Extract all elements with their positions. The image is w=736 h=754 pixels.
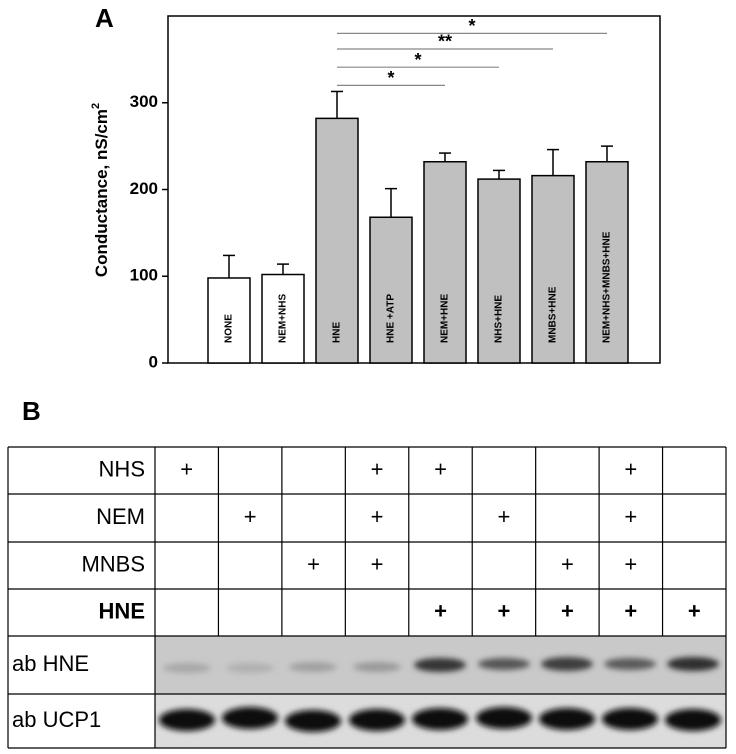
panel-label: A bbox=[95, 3, 114, 33]
cell-mark: + bbox=[244, 504, 257, 529]
y-tick-label: 100 bbox=[130, 266, 158, 285]
blot-bands bbox=[159, 657, 721, 732]
bar-label: NEM+NHS+MNBS+HNE bbox=[602, 231, 613, 343]
cell-mark: + bbox=[561, 551, 574, 576]
blot-band bbox=[414, 658, 466, 672]
bar bbox=[477, 178, 521, 364]
blot-label: ab HNE bbox=[12, 651, 89, 676]
blot-band bbox=[412, 708, 468, 730]
row-label: NHS bbox=[99, 456, 145, 481]
bar bbox=[369, 216, 413, 364]
significance-label: ** bbox=[438, 32, 452, 52]
cell-mark: + bbox=[371, 456, 384, 481]
blot-band bbox=[602, 708, 658, 730]
blot-band bbox=[222, 707, 278, 729]
cell-mark: + bbox=[371, 551, 384, 576]
y-tick-label: 300 bbox=[130, 92, 158, 111]
y-axis-label-sup: 2 bbox=[90, 103, 102, 109]
cell-mark: + bbox=[434, 598, 447, 623]
y-axis-label: Conductance, nS/cm2 bbox=[90, 103, 112, 277]
bar-label: NONE bbox=[224, 314, 235, 343]
blot-label: ab UCP1 bbox=[12, 707, 101, 732]
blot-band bbox=[476, 707, 532, 729]
blot-band bbox=[226, 663, 274, 673]
bar-label: NEM+NHS bbox=[278, 293, 289, 343]
row-label: MNBS bbox=[81, 551, 145, 576]
significance-label: * bbox=[414, 50, 421, 70]
cell-mark: + bbox=[561, 598, 574, 623]
bar bbox=[315, 117, 359, 364]
bar-label: NHS+HNE bbox=[494, 295, 505, 343]
blot-band bbox=[159, 709, 215, 731]
cell-mark: + bbox=[624, 504, 637, 529]
y-tick-label: 0 bbox=[149, 352, 158, 371]
cell-mark: + bbox=[498, 504, 511, 529]
cell-mark: + bbox=[624, 551, 637, 576]
panel-label: B bbox=[22, 396, 41, 426]
bar bbox=[531, 174, 575, 364]
cell-mark: + bbox=[180, 456, 193, 481]
blot-band bbox=[349, 709, 405, 731]
bar bbox=[261, 273, 305, 364]
blot-band bbox=[539, 708, 595, 730]
cell-mark: + bbox=[434, 456, 447, 481]
cell-mark: + bbox=[498, 598, 511, 623]
blot-image bbox=[155, 636, 726, 748]
row-label: HNE bbox=[99, 598, 145, 623]
bar-label: HNE bbox=[332, 322, 343, 343]
y-axis-label-text: Conductance, nS/cm bbox=[92, 109, 111, 277]
significance-label: * bbox=[468, 16, 475, 36]
bar bbox=[585, 160, 629, 364]
blot-band bbox=[478, 658, 530, 670]
blot-band bbox=[541, 657, 593, 671]
cell-mark: + bbox=[307, 551, 320, 576]
y-tick-label: 200 bbox=[130, 179, 158, 198]
cell-mark: + bbox=[624, 598, 637, 623]
cell-mark: + bbox=[371, 504, 384, 529]
blot-band bbox=[353, 662, 401, 672]
bar-label: NEM+HNE bbox=[440, 293, 451, 343]
blot-band bbox=[667, 657, 719, 671]
row-label: NEM bbox=[96, 504, 145, 529]
blot-band bbox=[163, 663, 211, 673]
cell-mark: + bbox=[688, 598, 701, 623]
bar bbox=[423, 160, 467, 364]
cell-mark: + bbox=[624, 456, 637, 481]
bar bbox=[207, 277, 251, 364]
significance-label: * bbox=[387, 68, 394, 88]
blot-band bbox=[604, 658, 656, 670]
blot-band bbox=[289, 662, 337, 672]
blot-band bbox=[285, 710, 341, 732]
bar-label: MNBS+HNE bbox=[548, 286, 559, 343]
bar-label: HNE +ATP bbox=[386, 294, 397, 343]
blot-band bbox=[665, 709, 721, 731]
